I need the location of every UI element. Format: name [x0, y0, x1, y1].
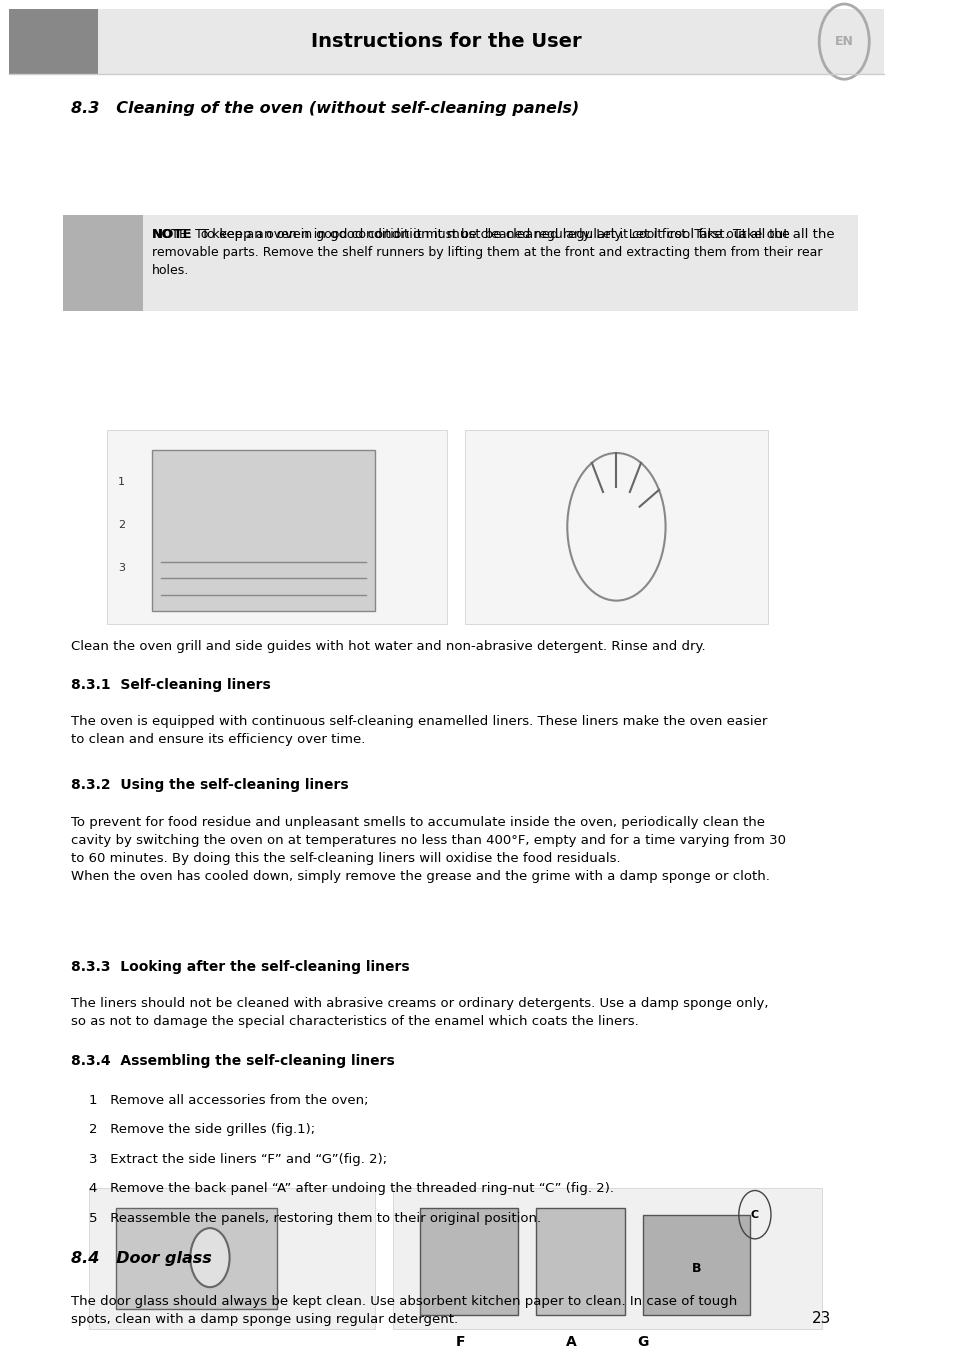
Text: NOTE: NOTE: [152, 228, 193, 242]
FancyBboxPatch shape: [536, 1208, 625, 1316]
Text: 2: 2: [118, 520, 125, 530]
Text: Clean the oven grill and side guides with hot water and non-abrasive detergent. : Clean the oven grill and side guides wit…: [71, 640, 705, 654]
Text: To keep an oven in good condition it must be cleaned regularly. Let it cool firs: To keep an oven in good condition it mus…: [201, 228, 834, 242]
Text: G: G: [637, 1336, 648, 1350]
Text: F: F: [455, 1336, 464, 1350]
Text: 4   Remove the back panel “A” after undoing the threaded ring-nut “C” (fig. 2).: 4 Remove the back panel “A” after undoin…: [90, 1182, 614, 1196]
FancyBboxPatch shape: [642, 1215, 750, 1316]
Text: 3   Extract the side liners “F” and “G”(fig. 2);: 3 Extract the side liners “F” and “G”(fi…: [90, 1152, 387, 1166]
Text: The door glass should always be kept clean. Use absorbent kitchen paper to clean: The door glass should always be kept cle…: [71, 1296, 737, 1327]
FancyBboxPatch shape: [63, 215, 857, 311]
Circle shape: [190, 1228, 230, 1288]
Text: 8.4   Door glass: 8.4 Door glass: [71, 1251, 212, 1266]
Text: The oven is equipped with continuous self-cleaning enamelled liners. These liner: The oven is equipped with continuous sel…: [71, 716, 767, 746]
Text: 8.3.3  Looking after the self-cleaning liners: 8.3.3 Looking after the self-cleaning li…: [71, 959, 410, 974]
FancyBboxPatch shape: [9, 9, 98, 74]
Text: To prevent for food residue and unpleasant smells to accumulate inside the oven,: To prevent for food residue and unpleasa…: [71, 816, 785, 884]
Text: NOTE: To keep an oven in good condition it must be cleaned regularly. Let it coo: NOTE: To keep an oven in good condition …: [152, 228, 821, 277]
Text: 8.3.4  Assembling the self-cleaning liners: 8.3.4 Assembling the self-cleaning liner…: [71, 1054, 395, 1067]
FancyBboxPatch shape: [152, 450, 375, 611]
Text: EN: EN: [834, 35, 853, 49]
FancyBboxPatch shape: [63, 215, 143, 311]
Text: 8.3   Cleaning of the oven (without self-cleaning panels): 8.3 Cleaning of the oven (without self-c…: [71, 101, 579, 116]
Text: The liners should not be cleaned with abrasive creams or ordinary detergents. Us: The liners should not be cleaned with ab…: [71, 997, 768, 1028]
Text: 2   Remove the side grilles (fig.1);: 2 Remove the side grilles (fig.1);: [90, 1124, 315, 1136]
FancyBboxPatch shape: [116, 1208, 276, 1309]
Text: B: B: [691, 1262, 700, 1275]
FancyBboxPatch shape: [419, 1208, 517, 1316]
FancyBboxPatch shape: [107, 430, 446, 624]
FancyBboxPatch shape: [464, 430, 767, 624]
Text: 1   Remove all accessories from the oven;: 1 Remove all accessories from the oven;: [90, 1094, 369, 1106]
Text: A: A: [566, 1336, 577, 1350]
FancyBboxPatch shape: [90, 1188, 375, 1329]
Text: 1: 1: [118, 477, 125, 486]
Text: 5   Reassemble the panels, restoring them to their original position.: 5 Reassemble the panels, restoring them …: [90, 1212, 541, 1225]
FancyBboxPatch shape: [393, 1188, 821, 1329]
Text: 8.3.1  Self-cleaning liners: 8.3.1 Self-cleaning liners: [71, 678, 271, 692]
Text: Instructions for the User: Instructions for the User: [311, 32, 581, 51]
FancyBboxPatch shape: [9, 9, 883, 74]
Text: 3: 3: [118, 563, 125, 573]
Text: 23: 23: [811, 1310, 830, 1327]
Text: 8.3.2  Using the self-cleaning liners: 8.3.2 Using the self-cleaning liners: [71, 778, 349, 793]
Text: C: C: [750, 1209, 759, 1220]
